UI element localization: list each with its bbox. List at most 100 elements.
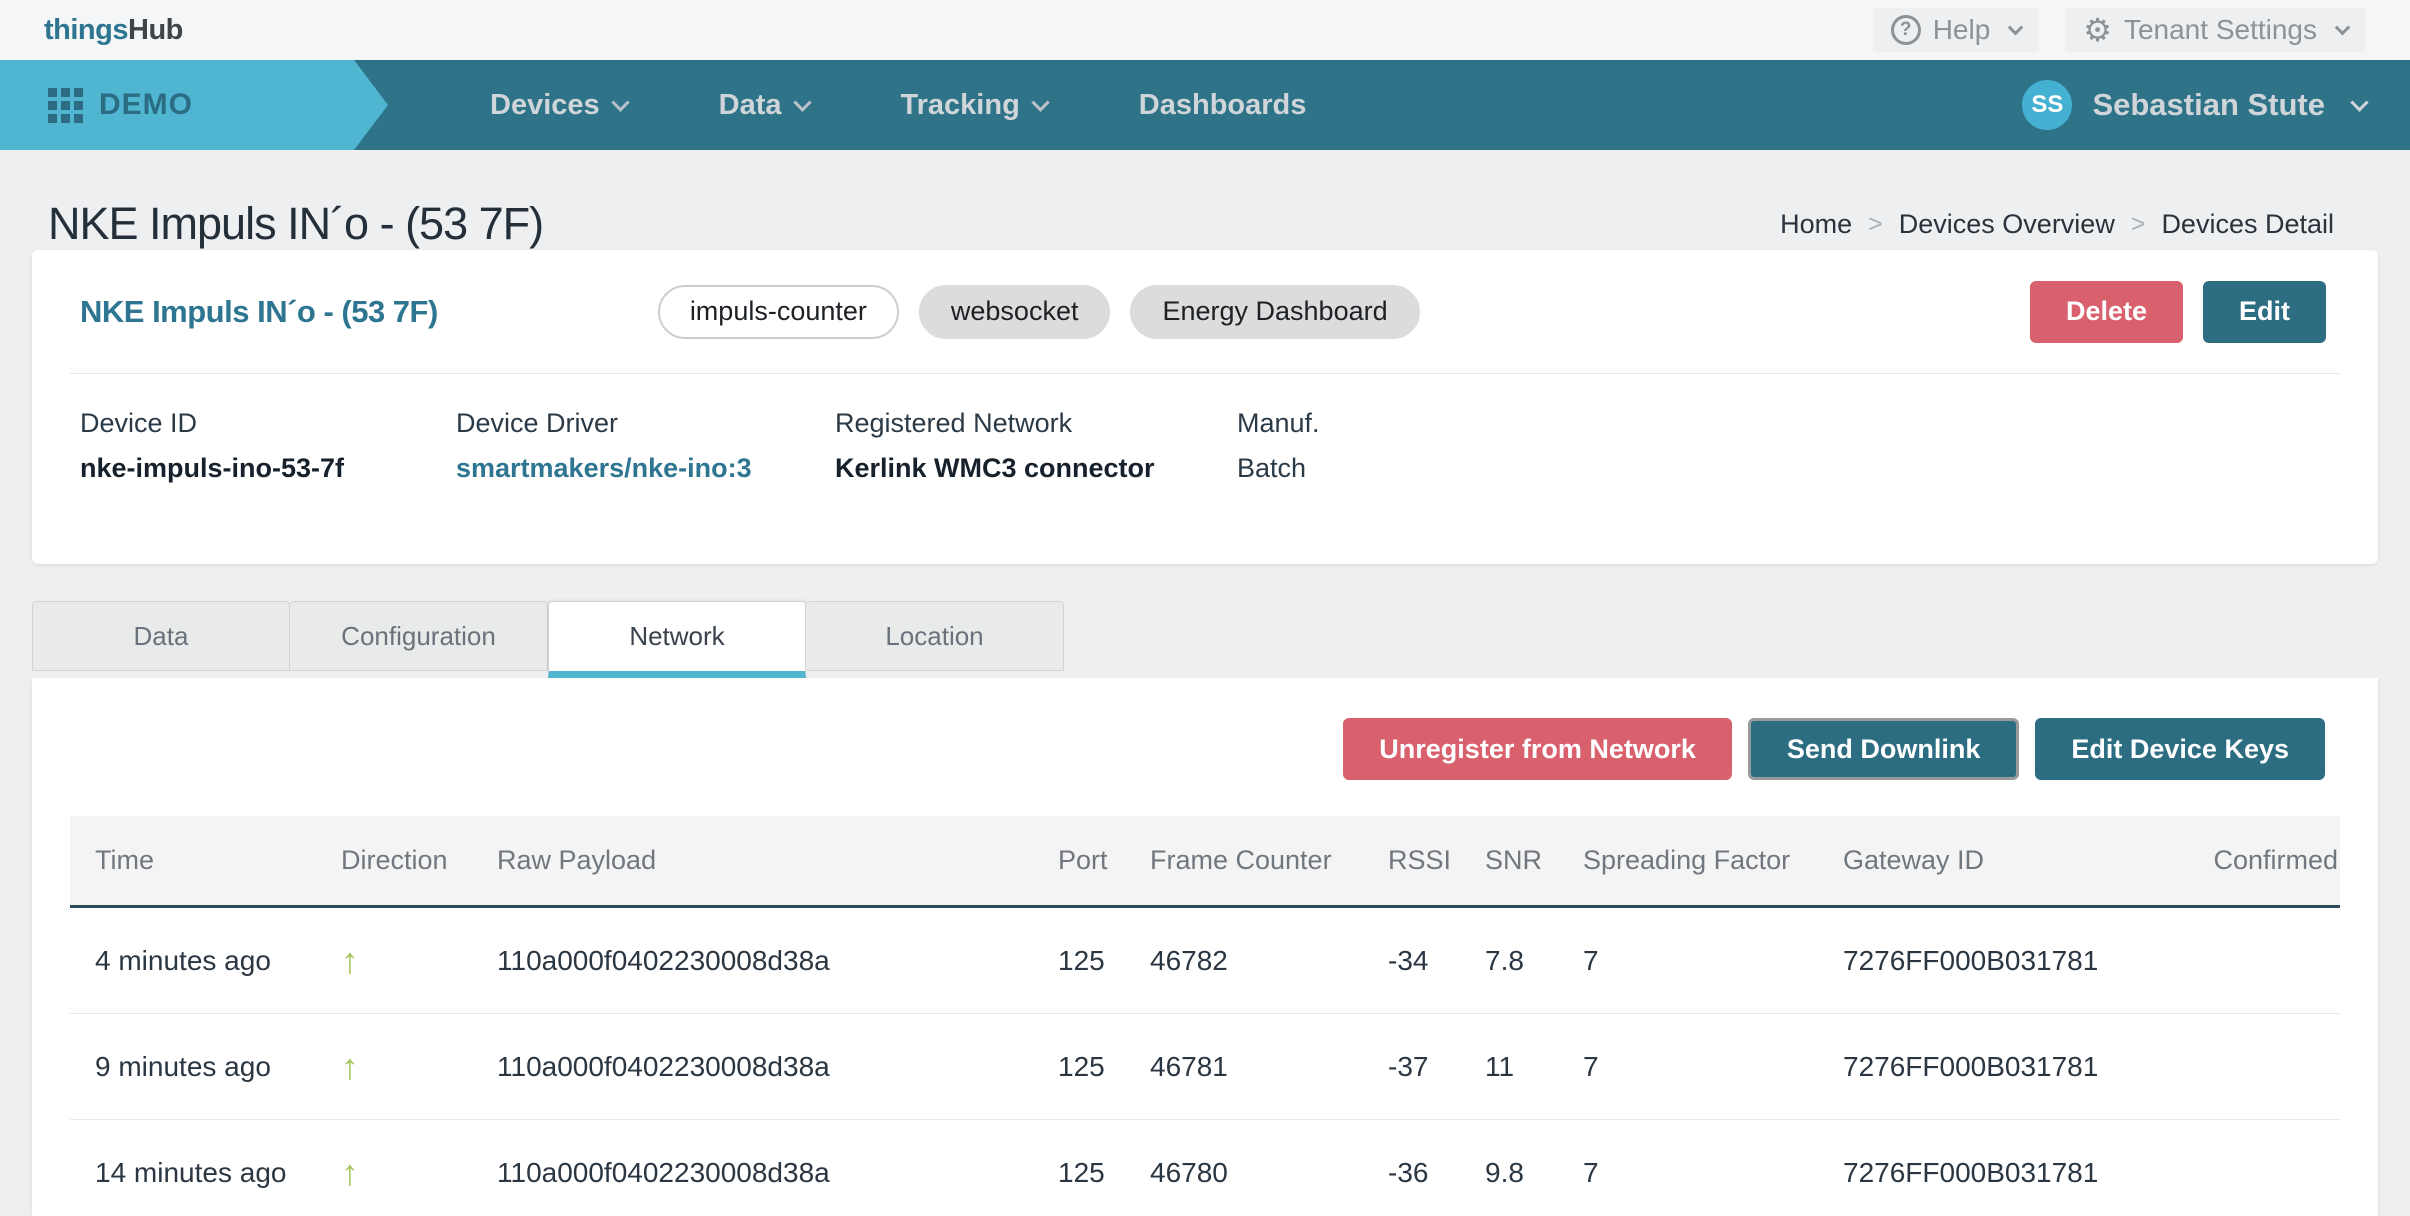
unregister-from-network-button[interactable]: Unregister from Network xyxy=(1343,718,1732,780)
edit-device-keys-button[interactable]: Edit Device Keys xyxy=(2035,718,2325,780)
cell-snr: 9.8 xyxy=(1460,1157,1558,1189)
field-value: Kerlink WMC3 connector xyxy=(835,453,1237,484)
field-label: Device ID xyxy=(80,408,456,439)
cell-spreading-factor: 7 xyxy=(1558,1051,1818,1083)
nav-items: Devices Data Tracking Dashboards xyxy=(444,89,1352,122)
cell-time: 14 minutes ago xyxy=(70,1157,316,1189)
detail-tabs: Data Configuration Network Location xyxy=(32,601,2378,678)
column-header-gateway-id: Gateway ID xyxy=(1818,845,2138,876)
nav-item-dashboards[interactable]: Dashboards xyxy=(1093,89,1353,122)
chevron-down-icon xyxy=(793,93,811,111)
nav-item-label: Devices xyxy=(490,89,600,122)
delete-button[interactable]: Delete xyxy=(2030,281,2183,343)
breadcrumb-devices-detail: Devices Detail xyxy=(2161,209,2334,240)
cell-time: 4 minutes ago xyxy=(70,945,316,977)
tenant-settings-menu[interactable]: ⚙ Tenant Settings xyxy=(2065,8,2366,52)
cell-port: 125 xyxy=(1033,1051,1125,1083)
brand-part-1: things xyxy=(44,14,128,46)
chevron-down-icon xyxy=(2335,19,2351,35)
brand-logo[interactable]: thingsHub xyxy=(44,14,183,47)
table-header-row: Time Direction Raw Payload Port Frame Co… xyxy=(70,816,2340,908)
column-header-port: Port xyxy=(1033,845,1125,876)
user-name: Sebastian Stute xyxy=(2092,87,2325,123)
topbar-right: ? Help ⚙ Tenant Settings xyxy=(1873,8,2366,52)
gear-icon: ⚙ xyxy=(2083,14,2112,46)
network-messages-table: Time Direction Raw Payload Port Frame Co… xyxy=(70,816,2340,1216)
table-row: 14 minutes ago ↑ 110a000f0402230008d38a … xyxy=(70,1120,2340,1216)
nav-item-label: Data xyxy=(719,89,782,122)
page-head: NKE Impuls IN´o - (53 7F) Home > Devices… xyxy=(0,150,2410,250)
cell-port: 125 xyxy=(1033,945,1125,977)
device-card-header: NKE Impuls IN´o - (53 7F) impuls-counter… xyxy=(32,250,2378,373)
edit-button[interactable]: Edit xyxy=(2203,281,2326,343)
cell-rssi: -37 xyxy=(1363,1051,1460,1083)
cell-gateway-id: 7276FF000B031781 xyxy=(1818,1157,2138,1189)
page-title: NKE Impuls IN´o - (53 7F) xyxy=(48,198,543,250)
table-row: 4 minutes ago ↑ 110a000f0402230008d38a 1… xyxy=(70,908,2340,1014)
cell-snr: 11 xyxy=(1460,1051,1558,1083)
breadcrumb-devices-overview[interactable]: Devices Overview xyxy=(1899,209,2115,240)
tab-configuration[interactable]: Configuration xyxy=(290,601,548,671)
nav-item-data[interactable]: Data xyxy=(673,89,855,122)
field-value: Batch xyxy=(1237,453,1613,484)
column-header-spreading-factor: Spreading Factor xyxy=(1558,845,1818,876)
cell-rssi: -34 xyxy=(1363,945,1460,977)
nav-item-devices[interactable]: Devices xyxy=(444,89,673,122)
help-menu[interactable]: ? Help xyxy=(1873,8,2040,52)
cell-raw-payload: 110a000f0402230008d38a xyxy=(472,1157,1033,1189)
device-fields: Device ID nke-impuls-ino-53-7f Device Dr… xyxy=(32,374,2378,484)
nav-item-label: Tracking xyxy=(901,89,1020,122)
breadcrumb-separator: > xyxy=(1868,210,1883,239)
send-downlink-button[interactable]: Send Downlink xyxy=(1748,718,2020,780)
cell-frame-counter: 46780 xyxy=(1125,1157,1363,1189)
cell-snr: 7.8 xyxy=(1460,945,1558,977)
network-actions: Unregister from Network Send Downlink Ed… xyxy=(32,678,2378,780)
table-body: 4 minutes ago ↑ 110a000f0402230008d38a 1… xyxy=(70,908,2340,1216)
topbar: thingsHub ? Help ⚙ Tenant Settings xyxy=(0,0,2410,60)
column-header-rssi: RSSI xyxy=(1363,845,1460,876)
main-navbar: DEMO Devices Data Tracking Dashboards SS… xyxy=(0,60,2410,150)
tenant-switcher[interactable]: DEMO xyxy=(0,60,388,150)
cell-rssi: -36 xyxy=(1363,1157,1460,1189)
tenant-label: DEMO xyxy=(99,88,193,122)
chevron-down-icon xyxy=(2008,19,2024,35)
cell-port: 125 xyxy=(1033,1157,1125,1189)
brand-part-2: Hub xyxy=(128,14,183,46)
tenant-settings-label: Tenant Settings xyxy=(2124,14,2317,46)
device-card-actions: Delete Edit xyxy=(2030,281,2326,343)
tab-network[interactable]: Network xyxy=(548,601,806,678)
direction-up-arrow-icon: ↑ xyxy=(316,1155,472,1191)
cell-frame-counter: 46781 xyxy=(1125,1051,1363,1083)
tab-location[interactable]: Location xyxy=(806,601,1064,671)
column-header-time: Time xyxy=(70,845,316,876)
direction-up-arrow-icon: ↑ xyxy=(316,943,472,979)
cell-frame-counter: 46782 xyxy=(1125,945,1363,977)
nav-item-tracking[interactable]: Tracking xyxy=(855,89,1093,122)
field-device-driver: Device Driver smartmakers/nke-ino:3 xyxy=(456,408,835,484)
cell-spreading-factor: 7 xyxy=(1558,1157,1818,1189)
chevron-down-icon xyxy=(611,93,629,111)
field-label: Device Driver xyxy=(456,408,835,439)
breadcrumb-home[interactable]: Home xyxy=(1780,209,1852,240)
grid-icon xyxy=(48,88,83,123)
device-name: NKE Impuls IN´o - (53 7F) xyxy=(80,294,438,330)
device-tags: impuls-counter websocket Energy Dashboar… xyxy=(658,285,1420,339)
tab-data[interactable]: Data xyxy=(32,601,290,671)
field-label: Registered Network xyxy=(835,408,1237,439)
chevron-down-icon xyxy=(1031,93,1049,111)
field-device-id: Device ID nke-impuls-ino-53-7f xyxy=(80,408,456,484)
device-card: NKE Impuls IN´o - (53 7F) impuls-counter… xyxy=(32,250,2378,564)
nav-item-label: Dashboards xyxy=(1139,89,1307,122)
tag-websocket: websocket xyxy=(919,285,1111,339)
device-driver-link[interactable]: smartmakers/nke-ino:3 xyxy=(456,453,835,484)
column-header-confirmed: Confirmed xyxy=(2138,845,2340,876)
breadcrumb-separator: > xyxy=(2131,210,2146,239)
tag-impuls-counter: impuls-counter xyxy=(658,285,899,339)
cell-raw-payload: 110a000f0402230008d38a xyxy=(472,945,1033,977)
column-header-frame-counter: Frame Counter xyxy=(1125,845,1363,876)
field-label: Manuf. xyxy=(1237,408,1613,439)
chevron-down-icon xyxy=(2350,93,2368,111)
direction-up-arrow-icon: ↑ xyxy=(316,1049,472,1085)
field-manuf: Manuf. Batch xyxy=(1237,408,1613,484)
user-menu[interactable]: SS Sebastian Stute xyxy=(2022,80,2366,130)
